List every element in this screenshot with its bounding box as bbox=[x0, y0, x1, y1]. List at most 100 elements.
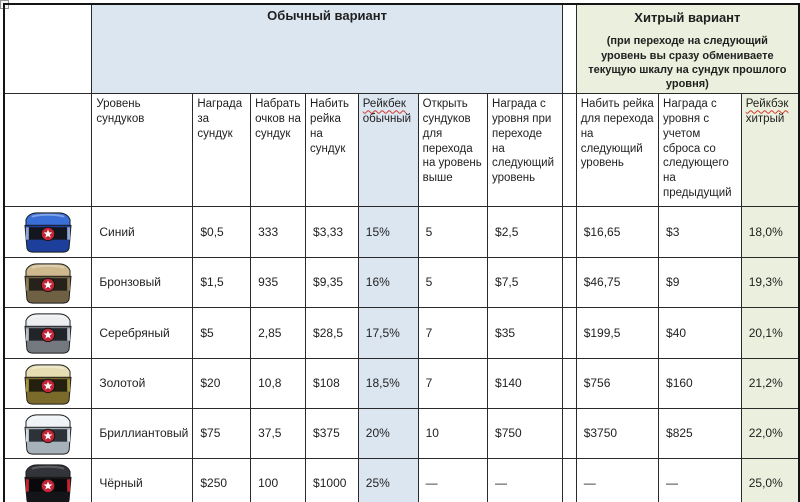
tricky-variant-title: Хитрый вариант bbox=[634, 10, 741, 25]
chest-lid bbox=[25, 364, 71, 378]
level-name: Синий bbox=[91, 206, 194, 259]
table-row-blue: Синий $0,5 333 $3,33 15% 5 $2,5 $16,65 $… bbox=[3, 206, 800, 259]
table-row-black: Чёрный $250 100 $1000 25% — — — — 25,0% bbox=[3, 458, 800, 502]
chest-star bbox=[43, 280, 53, 289]
col-rakeback-regular-header: Рейкбек обычный bbox=[357, 93, 419, 208]
level-reward: $35 bbox=[487, 307, 563, 360]
rake-per-chest: $1000 bbox=[305, 458, 359, 502]
rakeback-tricky: 25,0% bbox=[740, 458, 800, 502]
rakeback-tricky: 22,0% bbox=[740, 408, 800, 460]
level-reward-with-reset: — bbox=[658, 458, 742, 502]
col-level-reward-with-reset-header: Награда с уровня с учетом сброса со след… bbox=[658, 93, 742, 208]
chest-star bbox=[43, 481, 53, 490]
level-reward-with-reset: $9 bbox=[658, 257, 742, 309]
col-chests-to-level-up-header: Открыть сундуков для перехода на уровень… bbox=[417, 93, 489, 208]
rakeback-regular: 18,5% bbox=[357, 358, 419, 410]
diamond-chest-icon bbox=[24, 414, 72, 455]
level-reward-with-reset: $3 bbox=[658, 206, 742, 259]
chests-to-level-up: 5 bbox=[417, 257, 489, 309]
chest-star bbox=[43, 229, 53, 239]
level-reward: $750 bbox=[487, 408, 563, 460]
regular-variant-header: Обычный вариант bbox=[91, 3, 563, 95]
rake-to-level-up: — bbox=[575, 458, 660, 502]
chest-lid bbox=[25, 414, 71, 428]
rake-to-level-up: $756 bbox=[575, 358, 660, 410]
rakeback-tricky: 19,3% bbox=[740, 257, 800, 309]
col-reward-per-chest-header: Награда за сундук bbox=[192, 93, 252, 208]
level-name: Бриллиантовый bbox=[91, 408, 194, 460]
rake-per-chest: $108 bbox=[305, 358, 359, 410]
gap-column-cell bbox=[561, 307, 577, 360]
rake-to-level-up: $3750 bbox=[575, 408, 660, 460]
misspelled-word: Рейкбэк bbox=[745, 98, 789, 111]
section-header-row: Обычный вариант Хитрый вариант (при пере… bbox=[3, 3, 800, 95]
chest-trim-left bbox=[26, 328, 30, 342]
chest-lid-highlight bbox=[31, 465, 65, 470]
rake-per-chest: $9,35 bbox=[305, 257, 359, 309]
reward-per-chest: $250 bbox=[192, 458, 252, 502]
level-name: Бронзовый bbox=[91, 257, 194, 309]
chest-trim-right bbox=[67, 429, 71, 442]
chest-lid bbox=[25, 263, 71, 277]
points-per-chest: 333 bbox=[250, 206, 307, 259]
rakeback-regular: 20% bbox=[357, 408, 419, 460]
chest-star bbox=[43, 381, 53, 390]
rakeback-regular: 16% bbox=[357, 257, 419, 309]
chests-to-level-up: 10 bbox=[417, 408, 489, 460]
chests-to-level-up: 7 bbox=[417, 358, 489, 410]
corner-empty-cell bbox=[3, 3, 93, 95]
chest-trim-left bbox=[26, 379, 30, 392]
rakeback-regular: 17,5% bbox=[357, 307, 419, 360]
chests-to-level-up: — bbox=[417, 458, 489, 502]
chest-image-cell bbox=[3, 307, 93, 360]
chest-image-column-header bbox=[3, 93, 93, 208]
level-name: Серебряный bbox=[91, 307, 194, 360]
table-row-silver: Серебряный $5 2,85 $28,5 17,5% 7 $35 $19… bbox=[3, 307, 800, 360]
bronze-chest-icon bbox=[24, 263, 72, 304]
col-level-header: Уровень сундуков bbox=[91, 93, 194, 208]
level-reward-with-reset: $825 bbox=[658, 408, 742, 460]
chest-trim-left bbox=[26, 429, 30, 442]
points-per-chest: 2,85 bbox=[250, 307, 307, 360]
level-name: Золотой bbox=[91, 358, 194, 410]
reward-per-chest: $1,5 bbox=[192, 257, 252, 309]
rakeback-regular: 15% bbox=[357, 206, 419, 259]
rakeback-tricky: 18,0% bbox=[740, 206, 800, 259]
chest-trim-right bbox=[67, 379, 71, 392]
points-per-chest: 37,5 bbox=[250, 408, 307, 460]
points-per-chest: 10,8 bbox=[250, 358, 307, 410]
chest-lid-highlight bbox=[31, 214, 65, 219]
black-chest-icon bbox=[24, 464, 72, 502]
reward-per-chest: $20 bbox=[192, 358, 252, 410]
level-reward: — bbox=[487, 458, 563, 502]
tricky-variant-header: Хитрый вариант (при переходе на следующи… bbox=[575, 3, 800, 95]
gap-column-cell bbox=[561, 3, 577, 95]
rake-to-level-up: $46,75 bbox=[575, 257, 660, 309]
table-row-diamond: Бриллиантовый $75 37,5 $375 20% 10 $750 … bbox=[3, 408, 800, 460]
col-points-per-chest-header: Набрать очков на сундук bbox=[250, 93, 307, 208]
gold-chest-icon bbox=[24, 364, 72, 405]
chests-to-level-up: 7 bbox=[417, 307, 489, 360]
chest-trim-right bbox=[67, 328, 71, 342]
table-row-bronze: Бронзовый $1,5 935 $9,35 16% 5 $7,5 $46,… bbox=[3, 257, 800, 309]
rake-to-level-up: $16,65 bbox=[575, 206, 660, 259]
rakeback-regular-word2: обычный bbox=[362, 113, 412, 126]
chest-lid-highlight bbox=[31, 415, 65, 420]
chest-image-cell bbox=[3, 257, 93, 309]
gap-column-cell bbox=[561, 358, 577, 410]
chest-star bbox=[43, 431, 53, 440]
level-name: Чёрный bbox=[91, 458, 194, 502]
rake-to-level-up: $199,5 bbox=[575, 307, 660, 360]
level-reward: $7,5 bbox=[487, 257, 563, 309]
chest-trim-right bbox=[67, 278, 71, 291]
level-reward-with-reset: $160 bbox=[658, 358, 742, 410]
col-rake-per-chest-header: Набить рейка на сундук bbox=[305, 93, 359, 208]
rake-per-chest: $28,5 bbox=[305, 307, 359, 360]
chest-star bbox=[43, 330, 53, 340]
col-rake-to-level-up-header: Набить рейка для перехода на следующий у… bbox=[575, 93, 660, 208]
silver-chest-icon bbox=[24, 313, 72, 355]
gap-column-cell bbox=[561, 93, 577, 208]
col-level-reward-header: Награда с уровня при переходе на следующ… bbox=[487, 93, 563, 208]
rake-per-chest: $375 bbox=[305, 408, 359, 460]
rakeback-regular: 25% bbox=[357, 458, 419, 502]
